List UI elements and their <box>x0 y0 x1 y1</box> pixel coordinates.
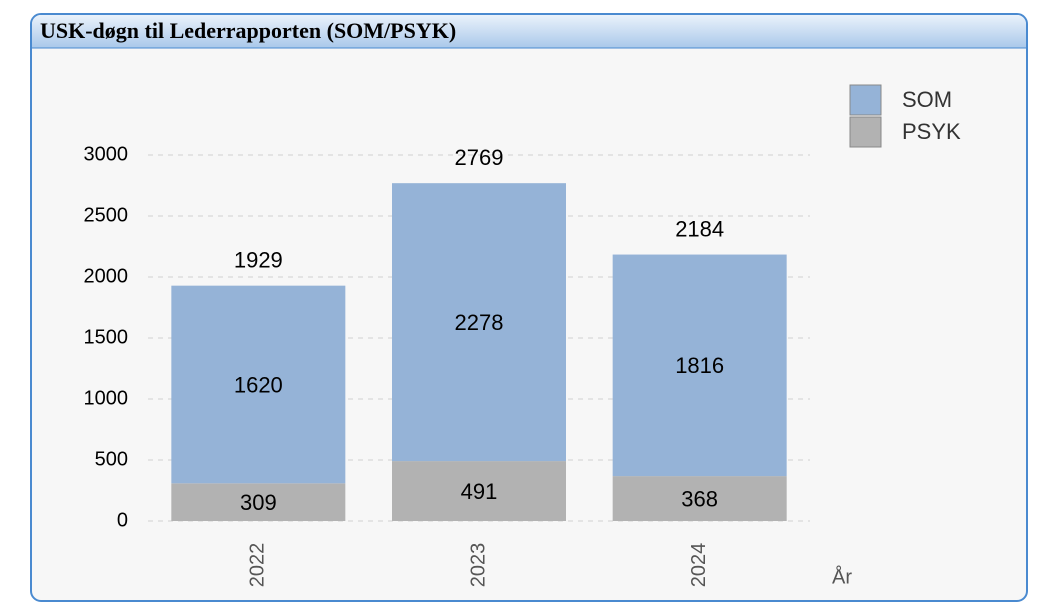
total-label: 1929 <box>234 247 283 272</box>
bar-segment <box>612 254 787 477</box>
legend-swatch <box>849 116 882 148</box>
bar-segment <box>612 476 787 521</box>
segment-label: 309 <box>240 490 277 515</box>
bar-segment <box>171 285 346 484</box>
y-tick-label: 2500 <box>84 204 129 226</box>
y-tick-label: 500 <box>95 448 128 470</box>
segment-label: 368 <box>681 486 718 511</box>
title-bar <box>32 15 1026 48</box>
bar-segment <box>392 461 566 521</box>
segment-label: 2278 <box>455 310 504 335</box>
segment-label: 1620 <box>234 372 283 397</box>
segment-label: 1816 <box>675 353 724 378</box>
legend-label: PSYK <box>902 119 961 144</box>
x-tick-label: 2022 <box>247 543 269 588</box>
segment-label: 491 <box>461 479 498 504</box>
legend-label: SOM <box>902 87 952 112</box>
y-tick-label: 2000 <box>84 265 129 287</box>
legend-swatch <box>849 84 882 116</box>
total-label: 2769 <box>455 145 504 170</box>
bar-segment <box>171 483 346 521</box>
y-tick-label: 1500 <box>84 326 129 348</box>
bar-segment <box>392 183 566 462</box>
x-tick-label: 2024 <box>688 543 710 588</box>
x-axis-label: År <box>832 565 852 588</box>
y-tick-label: 0 <box>117 509 128 531</box>
total-label: 2184 <box>675 216 724 241</box>
x-tick-label: 2023 <box>467 543 489 588</box>
y-tick-label: 1000 <box>84 387 129 409</box>
chart-title: USK-døgn til Lederrapporten (SOM/PSYK) <box>40 18 456 43</box>
y-tick-label: 3000 <box>84 143 129 165</box>
